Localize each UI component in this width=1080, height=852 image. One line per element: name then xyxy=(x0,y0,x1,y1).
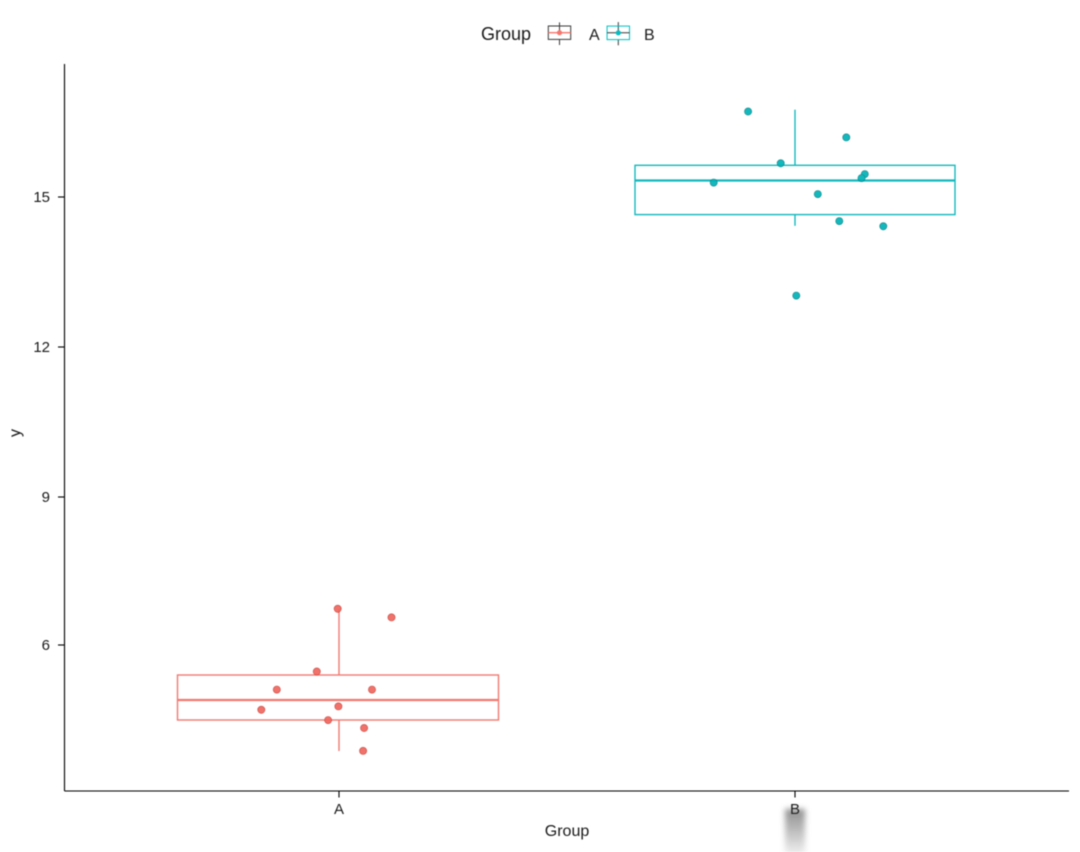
svg-text:Group: Group xyxy=(545,823,590,840)
svg-text:A: A xyxy=(589,27,600,44)
svg-text:B: B xyxy=(644,27,655,44)
svg-text:15: 15 xyxy=(33,189,50,206)
svg-text:9: 9 xyxy=(42,489,50,506)
svg-text:B: B xyxy=(790,801,800,818)
svg-text:y: y xyxy=(7,429,24,437)
svg-text:Group: Group xyxy=(481,24,531,44)
svg-text:A: A xyxy=(334,801,344,818)
svg-text:6: 6 xyxy=(42,637,50,654)
svg-text:12: 12 xyxy=(33,339,50,356)
